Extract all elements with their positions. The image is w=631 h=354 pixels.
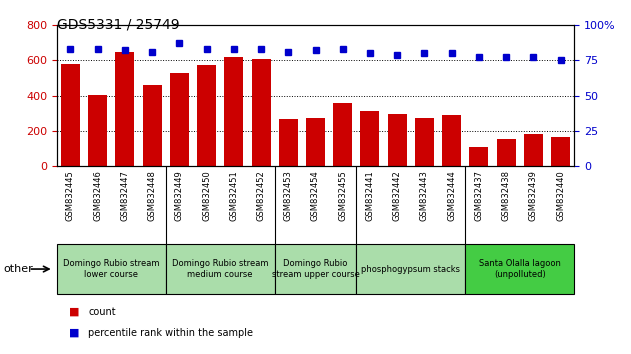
Text: GDS5331 / 25749: GDS5331 / 25749 <box>57 18 179 32</box>
Bar <box>306 118 325 166</box>
Text: GSM832455: GSM832455 <box>338 170 347 221</box>
Text: ■: ■ <box>69 328 80 338</box>
Bar <box>224 57 244 166</box>
Bar <box>279 119 298 166</box>
Bar <box>333 103 352 166</box>
Text: GSM832446: GSM832446 <box>93 170 102 221</box>
Bar <box>88 95 107 166</box>
Text: GSM832439: GSM832439 <box>529 170 538 221</box>
Bar <box>387 114 407 166</box>
Bar <box>61 64 80 166</box>
Text: phosphogypsum stacks: phosphogypsum stacks <box>362 264 460 274</box>
Text: ■: ■ <box>69 307 80 316</box>
Text: count: count <box>88 307 116 316</box>
Bar <box>57 244 166 294</box>
Text: GSM832437: GSM832437 <box>475 170 483 221</box>
Text: GSM832442: GSM832442 <box>392 170 402 221</box>
Bar <box>469 147 488 166</box>
Bar <box>357 244 465 294</box>
Text: GSM832443: GSM832443 <box>420 170 429 221</box>
Text: other: other <box>3 264 33 274</box>
Text: Domingo Rubio stream
medium course: Domingo Rubio stream medium course <box>172 259 268 279</box>
Text: GSM832450: GSM832450 <box>202 170 211 221</box>
Bar <box>170 73 189 166</box>
Text: GSM832447: GSM832447 <box>121 170 129 221</box>
Bar <box>274 244 357 294</box>
Text: GSM832452: GSM832452 <box>257 170 266 221</box>
Text: GSM832454: GSM832454 <box>311 170 320 221</box>
Text: GSM832448: GSM832448 <box>148 170 156 221</box>
Text: GSM832440: GSM832440 <box>556 170 565 221</box>
Bar <box>143 85 162 166</box>
Text: GSM832444: GSM832444 <box>447 170 456 221</box>
Bar <box>415 118 434 166</box>
Text: Domingo Rubio
stream upper course: Domingo Rubio stream upper course <box>271 259 360 279</box>
Bar <box>497 139 516 166</box>
Bar <box>524 134 543 166</box>
Text: GSM832438: GSM832438 <box>502 170 510 221</box>
Bar <box>442 114 461 166</box>
Text: Domingo Rubio stream
lower course: Domingo Rubio stream lower course <box>63 259 160 279</box>
Bar <box>252 59 271 166</box>
Bar <box>360 111 379 166</box>
Text: GSM832449: GSM832449 <box>175 170 184 221</box>
Text: Santa Olalla lagoon
(unpolluted): Santa Olalla lagoon (unpolluted) <box>479 259 561 279</box>
Text: percentile rank within the sample: percentile rank within the sample <box>88 328 253 338</box>
Text: GSM832453: GSM832453 <box>284 170 293 221</box>
Bar <box>166 244 274 294</box>
Text: GSM832441: GSM832441 <box>365 170 374 221</box>
Bar <box>197 65 216 166</box>
Bar <box>551 137 570 166</box>
Bar <box>465 244 574 294</box>
Bar <box>115 52 134 166</box>
Text: GSM832451: GSM832451 <box>229 170 239 221</box>
Text: GSM832445: GSM832445 <box>66 170 75 221</box>
